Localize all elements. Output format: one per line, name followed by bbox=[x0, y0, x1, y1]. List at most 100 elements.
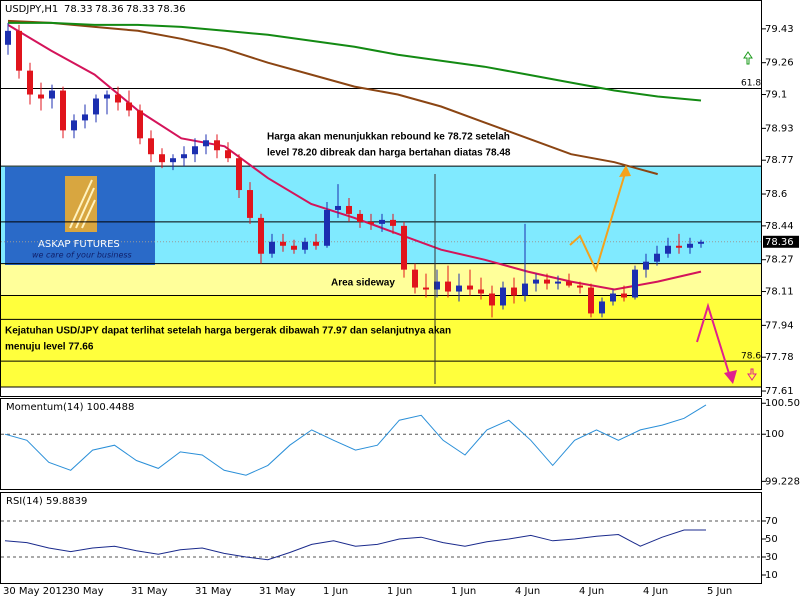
annotation: level 78.20 dibreak dan harga bertahan d… bbox=[267, 148, 511, 159]
candle-body bbox=[258, 217, 264, 254]
annotations: Harga akan menunjukkan rebound ke 78.72 … bbox=[5, 79, 761, 362]
candle-body bbox=[632, 269, 638, 298]
indicator-line bbox=[4, 529, 706, 561]
candle-body bbox=[401, 225, 407, 270]
candle-body bbox=[610, 293, 616, 302]
indicator-title: Momentum(14) 100.4488 bbox=[6, 402, 134, 413]
candle-body bbox=[687, 243, 693, 248]
y-tick-label: 77.61 bbox=[765, 386, 794, 397]
candle-body bbox=[511, 287, 517, 296]
candle-body bbox=[225, 150, 231, 159]
candle-body bbox=[137, 110, 143, 139]
candle-body bbox=[302, 241, 308, 250]
y-tick-label: 50 bbox=[765, 534, 778, 545]
y-tick-label: 78.44 bbox=[765, 221, 794, 232]
ohlc-value: 78.33 bbox=[64, 4, 93, 15]
x-tick-label: 31 May bbox=[259, 586, 296, 597]
momentum-frame bbox=[0, 398, 762, 490]
candle-body bbox=[16, 30, 22, 71]
orange-arrowhead bbox=[619, 165, 631, 177]
candle-body bbox=[269, 241, 275, 254]
candle-body bbox=[203, 140, 209, 147]
candle-body bbox=[456, 285, 462, 292]
candle-body bbox=[500, 287, 506, 306]
candle-body bbox=[104, 94, 110, 99]
up-icon bbox=[743, 51, 753, 65]
candle-body bbox=[566, 281, 572, 286]
logo-stripes bbox=[69, 179, 96, 229]
y-tick-label: 77.94 bbox=[765, 320, 794, 331]
x-tick-label: 4 Jun bbox=[515, 586, 540, 597]
levels bbox=[1, 88, 762, 558]
annotation: Area sideway bbox=[331, 278, 395, 289]
magenta-arrow bbox=[696, 302, 732, 381]
candle-body bbox=[181, 154, 187, 159]
candle-body bbox=[423, 287, 429, 290]
candle-body bbox=[346, 205, 352, 214]
y-tick-label: 70 bbox=[765, 516, 778, 527]
annotation: Kejatuhan USD/JPY dapat terlihat setelah… bbox=[5, 326, 451, 337]
candle-body bbox=[412, 269, 418, 288]
x-tick-label: 4 Jun bbox=[579, 586, 604, 597]
candle-body bbox=[467, 285, 473, 290]
candle-body bbox=[148, 138, 154, 155]
candle-body bbox=[544, 279, 550, 284]
y-tick-label: 77.78 bbox=[765, 352, 794, 363]
ohlc-value: 78.33 bbox=[126, 4, 155, 15]
x-tick-label: 31 May bbox=[131, 586, 168, 597]
candle-body bbox=[170, 158, 176, 163]
indicator-line bbox=[4, 404, 707, 476]
annotation: Harga akan menunjukkan rebound ke 78.72 … bbox=[267, 132, 510, 143]
candle-body bbox=[599, 301, 605, 314]
candles bbox=[5, 22, 704, 318]
candle-body bbox=[434, 281, 440, 290]
zone bbox=[1, 295, 762, 388]
price-box bbox=[763, 235, 799, 248]
y-tick-label: 78.93 bbox=[765, 123, 794, 134]
x-tick-label: 5 Jun bbox=[707, 586, 732, 597]
y-tick-label: 99.2289 bbox=[765, 476, 800, 487]
moving-average bbox=[7, 19, 658, 176]
candle-body bbox=[555, 281, 561, 284]
indicator-title: RSI(14) 59.8839 bbox=[6, 496, 87, 507]
candle-body bbox=[357, 213, 363, 222]
candle-body bbox=[291, 245, 297, 250]
candle-body bbox=[335, 205, 341, 210]
candle-body bbox=[445, 281, 451, 292]
y-tick-label: 100.5069 bbox=[765, 398, 800, 409]
candle-body bbox=[665, 245, 671, 254]
candle-body bbox=[82, 114, 88, 121]
candle-body bbox=[93, 98, 99, 115]
candle-body bbox=[5, 30, 11, 45]
candle-body bbox=[60, 90, 66, 131]
candle-body bbox=[676, 245, 682, 248]
candle-body bbox=[533, 279, 539, 284]
candle-body bbox=[38, 94, 44, 99]
x-tick-label: 1 Jun bbox=[387, 586, 412, 597]
down-icon bbox=[747, 368, 757, 381]
candle-body bbox=[588, 287, 594, 314]
y-tick-label: 78.6 bbox=[765, 189, 787, 200]
candle-body bbox=[577, 285, 583, 288]
y-tick-label: 10 bbox=[765, 570, 778, 581]
x-tick-label: 30 May bbox=[67, 586, 104, 597]
x-tick-label: 1 Jun bbox=[323, 586, 348, 597]
main-frame bbox=[0, 0, 762, 397]
candle-body bbox=[115, 94, 121, 103]
moving-averages bbox=[4, 19, 707, 561]
logo: ASKAP FUTURES we care of your business bbox=[5, 167, 155, 265]
candle-body bbox=[71, 120, 77, 131]
y-tick-label: 78.77 bbox=[765, 155, 794, 166]
price-label: 78.36 bbox=[765, 237, 794, 248]
x-tick-label: 4 Jun bbox=[643, 586, 668, 597]
candle-body bbox=[324, 209, 330, 246]
fib-label: 61.8 bbox=[741, 79, 761, 89]
y-tick-label: 78.11 bbox=[765, 287, 794, 298]
candle-body bbox=[478, 289, 484, 294]
y-tick-label: 79.1 bbox=[765, 90, 787, 101]
moving-average bbox=[8, 21, 702, 102]
candle-body bbox=[489, 293, 495, 306]
ohlc-value: 78.36 bbox=[157, 4, 186, 15]
